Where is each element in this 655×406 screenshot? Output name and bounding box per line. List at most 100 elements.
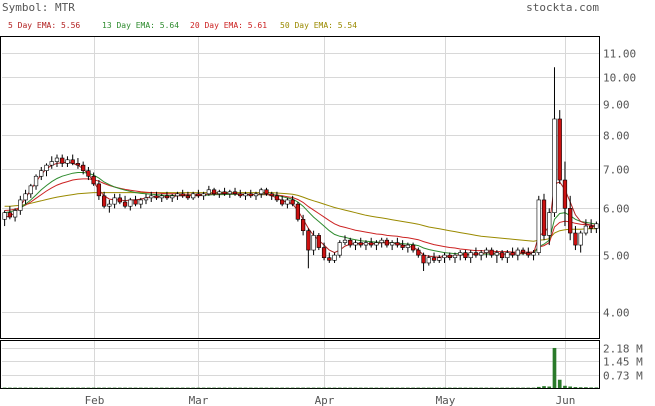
candle-down	[410, 244, 416, 251]
volume-bar	[70, 387, 75, 389]
volume-bar	[500, 387, 504, 389]
volume-bar	[13, 387, 17, 389]
brand-label: stockta.com	[526, 1, 599, 14]
candle-down	[185, 195, 191, 199]
volume-bar	[227, 387, 232, 389]
volume-bar	[180, 387, 185, 389]
volume-bar	[233, 387, 237, 389]
candle-up	[18, 199, 23, 211]
candle-up	[107, 203, 112, 207]
price-axis: 11.00 10.00 9.00 8.00 7.00 6.00 5.00 4.00	[603, 48, 636, 320]
candle-down	[358, 242, 363, 246]
candle-down	[395, 242, 400, 246]
volume-bar	[49, 387, 54, 389]
volume-bar	[65, 387, 70, 389]
volume-bar	[348, 387, 353, 389]
candle-down	[327, 257, 332, 261]
candle-up	[2, 212, 7, 220]
candle-down	[589, 225, 594, 229]
volume-tick-label: 1.45 M	[603, 356, 643, 369]
month-label: Jun	[556, 394, 576, 406]
candle-up	[175, 193, 180, 197]
volume-bar	[301, 387, 305, 389]
month-label: Apr	[315, 394, 335, 406]
volume-bar	[563, 385, 567, 388]
volume-bar	[479, 387, 484, 389]
legend-ema13: 13 Day EMA: 5.64	[102, 21, 179, 30]
volume-bar	[149, 387, 154, 389]
volume-bar	[23, 387, 28, 389]
month-label: Mar	[189, 394, 209, 406]
candle-down	[295, 203, 301, 220]
candle-up	[227, 191, 232, 195]
candle-down	[348, 239, 353, 246]
candle-down	[7, 212, 12, 218]
volume-bar	[311, 387, 316, 389]
volume-bar	[39, 387, 44, 389]
candle-up	[390, 242, 395, 246]
volume-bar	[442, 387, 447, 389]
volume-bar	[186, 387, 190, 389]
candle-down	[81, 164, 86, 171]
ema20-line	[4, 178, 597, 253]
volume-bar	[426, 387, 431, 389]
volume-bar	[8, 387, 12, 389]
candle-up	[44, 164, 49, 171]
volume-bar	[238, 387, 243, 389]
candle-down	[269, 193, 274, 197]
candle-up	[594, 223, 599, 229]
volume-bar	[296, 387, 300, 389]
volume-bar	[133, 387, 138, 389]
volume-bar	[159, 387, 164, 389]
candle-down	[431, 257, 437, 261]
volume-bar	[542, 386, 546, 388]
volume-bar	[337, 387, 342, 389]
candle-down	[463, 252, 468, 259]
candle-up	[191, 193, 196, 199]
volume-bar	[536, 386, 541, 388]
volume-bar	[212, 387, 216, 389]
month-label: Feb	[85, 394, 105, 406]
candle-down	[473, 252, 479, 256]
candle-down	[316, 235, 321, 248]
volume-bar	[369, 387, 374, 389]
candle-down	[164, 195, 170, 199]
candle-up	[374, 242, 379, 246]
volume-bar	[578, 387, 583, 388]
candle-up	[54, 157, 60, 162]
candle-up	[337, 242, 342, 256]
candle-up	[206, 189, 211, 195]
candle-down	[562, 179, 568, 209]
price-tick-label: 7.00	[603, 164, 630, 177]
candle-down	[510, 252, 515, 256]
volume-bar	[86, 387, 91, 389]
candle-down	[211, 189, 217, 195]
candle-down	[369, 242, 374, 246]
volume-bar	[568, 386, 573, 388]
volume-bar	[557, 379, 562, 388]
volume-bar	[364, 387, 368, 389]
volume-tick-label: 2.18 M	[603, 343, 643, 356]
candle-down	[96, 183, 102, 197]
volume-bar	[290, 387, 295, 389]
candle-up	[49, 161, 54, 166]
volume-bar	[81, 387, 86, 389]
candle-down	[557, 118, 562, 181]
volume-bar	[175, 387, 180, 389]
candle-down	[60, 157, 65, 164]
candle-up	[505, 252, 510, 259]
volume-bar	[474, 387, 478, 389]
volume-bar	[495, 387, 499, 389]
legend-ema20: 20 Day EMA: 5.61	[190, 21, 267, 30]
candle-up	[332, 254, 337, 261]
volume-bar	[170, 387, 175, 389]
month-label: May	[436, 394, 456, 406]
candle-up	[531, 252, 536, 256]
volume-bar	[489, 387, 494, 389]
candle-up	[342, 239, 348, 243]
volume-bars	[2, 347, 599, 389]
candle-down	[447, 254, 452, 259]
volume-bar	[573, 387, 578, 388]
candle-down	[306, 230, 311, 251]
candle-down	[238, 193, 243, 197]
